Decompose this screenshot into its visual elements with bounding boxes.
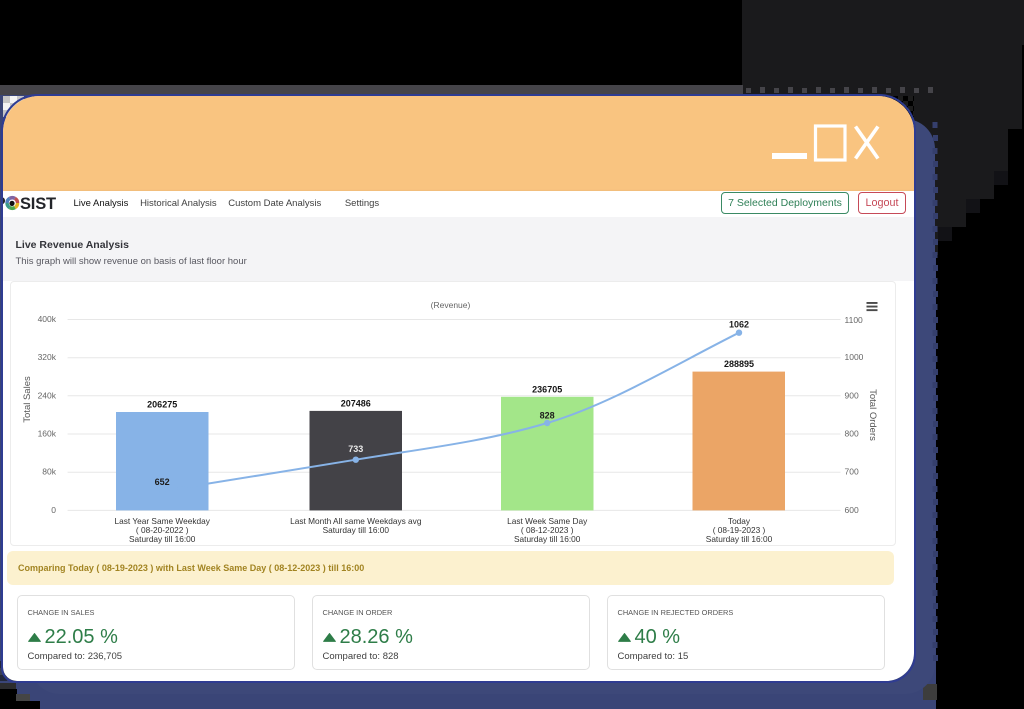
- svg-text:900: 900: [845, 390, 859, 400]
- svg-text:Last Year Same Weekday: Last Year Same Weekday: [115, 516, 211, 526]
- svg-text:P: P: [3, 193, 6, 213]
- svg-text:600: 600: [845, 505, 859, 515]
- svg-text:288895: 288895: [724, 359, 754, 369]
- svg-text:1100: 1100: [845, 315, 864, 325]
- svg-text:207486: 207486: [341, 398, 371, 408]
- svg-text:Last Week Same Day: Last Week Same Day: [507, 516, 588, 526]
- svg-text:80k: 80k: [42, 467, 56, 477]
- svg-text:( 08-12-2023 ): ( 08-12-2023 ): [521, 525, 574, 535]
- svg-text:828: 828: [540, 411, 555, 421]
- svg-text:652: 652: [155, 477, 170, 487]
- svg-text:0: 0: [51, 505, 56, 515]
- svg-text:800: 800: [845, 429, 859, 439]
- svg-text:Saturday till 16:00: Saturday till 16:00: [323, 525, 390, 535]
- svg-text:( 08-19-2023 ): ( 08-19-2023 ): [713, 525, 766, 535]
- svg-text:Saturday till 16:00: Saturday till 16:00: [514, 534, 581, 544]
- svg-text:320k: 320k: [38, 352, 57, 362]
- svg-text:Today: Today: [728, 516, 751, 526]
- svg-text:Total Sales: Total Sales: [22, 376, 33, 423]
- svg-text:SIST: SIST: [20, 195, 56, 213]
- svg-text:236705: 236705: [532, 384, 562, 394]
- svg-text:400k: 400k: [38, 314, 57, 324]
- svg-text:1062: 1062: [729, 320, 749, 330]
- svg-text:(Revenue): (Revenue): [431, 300, 471, 310]
- svg-text:160k: 160k: [38, 429, 57, 439]
- svg-text:Total Orders: Total Orders: [867, 389, 878, 441]
- svg-text:Last Month All same Weekdays a: Last Month All same Weekdays avg: [290, 516, 422, 526]
- svg-text:1000: 1000: [845, 352, 864, 362]
- svg-text:( 08-20-2022 ): ( 08-20-2022 ): [136, 525, 189, 535]
- svg-text:240k: 240k: [38, 390, 57, 400]
- svg-text:700: 700: [845, 467, 859, 477]
- svg-text:Saturday till 16:00: Saturday till 16:00: [706, 534, 773, 544]
- svg-text:Saturday till 16:00: Saturday till 16:00: [129, 534, 196, 544]
- svg-text:206275: 206275: [147, 400, 177, 410]
- svg-text:733: 733: [348, 444, 363, 454]
